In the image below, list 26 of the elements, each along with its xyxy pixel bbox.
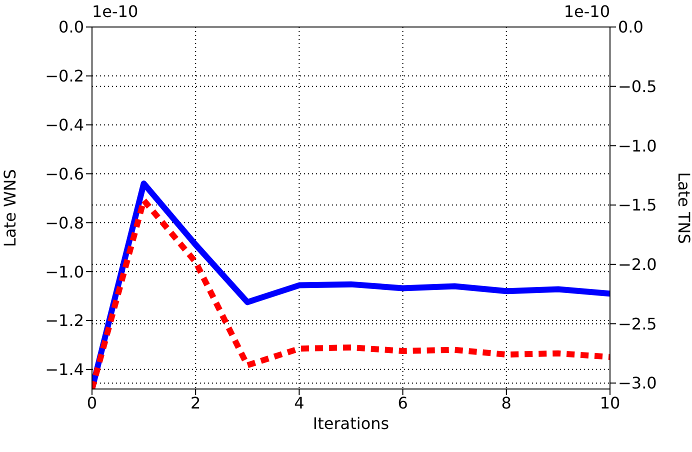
y-tick-label: 0.0 [58, 18, 84, 37]
y-tick-label: −0.8 [45, 213, 84, 232]
y2-tick-label: −1.0 [618, 136, 657, 156]
y2-tick-label: −2.5 [618, 314, 657, 334]
y2-tick-label: −3.0 [618, 374, 657, 393]
y-tick-label: −0.4 [45, 116, 84, 135]
x-tick-label: 8 [501, 393, 512, 412]
y2-tick-label: −2.0 [618, 255, 657, 274]
y-tick-label: −1.4 [45, 360, 84, 380]
x-tick-label: 10 [600, 393, 620, 412]
y-tick-label: −0.6 [45, 164, 84, 184]
x-tick-label: 4 [294, 393, 304, 412]
y2-tick-label: 0.0 [618, 18, 644, 37]
y2-tick-label: −0.5 [618, 77, 657, 96]
y2-tick-label: −1.5 [618, 196, 657, 215]
y-axis-title: Late WNS [0, 169, 20, 247]
x-tick-label: 0 [86, 393, 98, 412]
x-tick-label: 6 [398, 393, 408, 412]
text: 1e-10 [564, 2, 610, 21]
y2-axis-title: Late TNS [674, 172, 692, 244]
y-tick-label: −0.2 [45, 66, 84, 86]
y-tick-label: −1.0 [45, 262, 84, 282]
text: 1e-10 [92, 2, 138, 21]
y-tick-label: −1.2 [45, 311, 84, 330]
x-tick-label: 2 [190, 393, 201, 412]
x-axis-title: Iterations [312, 414, 390, 433]
